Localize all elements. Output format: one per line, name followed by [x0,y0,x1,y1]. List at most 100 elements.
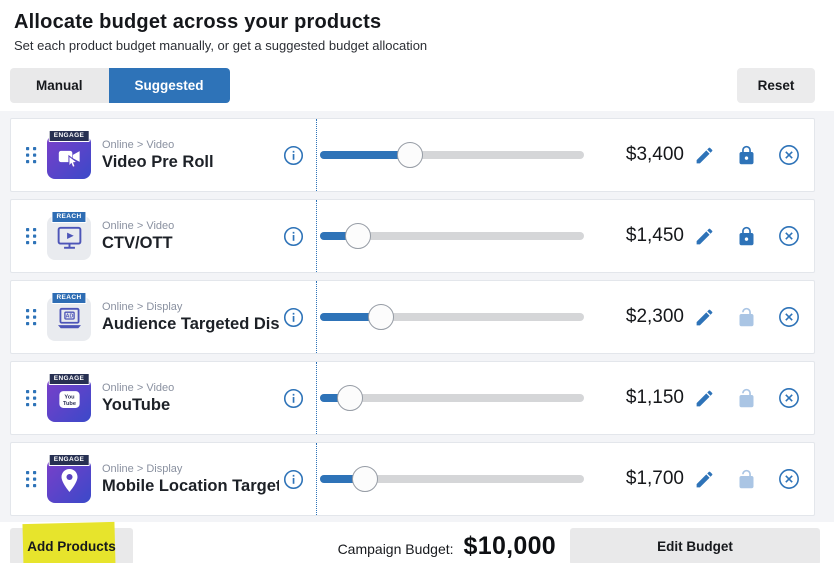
info-icon[interactable] [283,469,304,490]
footer-bar: Add Products Campaign Budget: $10,000 Ed… [0,521,834,563]
product-info-section: REACH AD Online > Display Audience Targe… [19,291,316,341]
product-text: Online > Video Video Pre Roll [102,139,279,172]
budget-value: $2,300 [625,306,684,327]
dotted-divider [316,119,317,191]
product-name: CTV/OTT [102,233,173,252]
budget-section: $3,400 [317,141,800,169]
budget-slider[interactable] [320,141,584,169]
slider-fill [320,475,365,483]
info-icon[interactable] [283,145,304,166]
product-category: Online > Display [102,462,183,475]
lock-icon[interactable] [736,388,757,409]
drag-handle-icon[interactable] [26,227,37,245]
product-row: ENGAGE Online > Video Video Pre Roll [10,118,815,192]
edit-icon[interactable] [694,307,715,328]
product-icon: ENGAGE You Tube [47,372,91,422]
edit-budget-button[interactable]: Edit Budget [570,527,820,563]
page-header: Allocate budget across your products Set… [0,0,834,103]
product-badge: ENGAGE [48,372,90,385]
product-info-section: ENGAGE Online > Video Video Pre Roll [19,129,316,179]
lock-icon[interactable] [736,226,757,247]
slider-thumb[interactable] [367,304,394,330]
info-icon[interactable] [283,226,304,247]
drag-handle-icon[interactable] [26,146,37,164]
slider-track[interactable] [320,466,584,492]
slider-track[interactable] [320,142,584,168]
product-name: Mobile Location Target... [102,476,279,495]
drag-handle-icon[interactable] [26,470,37,488]
svg-text:Tube: Tube [63,401,76,407]
edit-icon[interactable] [694,145,715,166]
product-info-section: ENGAGE You Tube Online > Video YouTube [19,372,316,422]
product-badge: ENGAGE [48,129,90,142]
slider-fill [320,313,381,321]
product-glyph-icon [56,143,83,170]
slider-thumb[interactable] [345,223,372,249]
drag-handle-icon[interactable] [26,389,37,407]
dotted-divider [316,362,317,434]
lock-icon[interactable] [736,307,757,328]
product-row: ENGAGE Online > Display Mobile Location … [10,442,815,516]
slider-thumb[interactable] [396,142,423,168]
slider-track[interactable] [320,223,584,249]
product-glyph-icon: AD [55,304,84,333]
product-name: Video Pre Roll [102,152,214,171]
edit-icon[interactable] [694,226,715,247]
tab-bar: Manual Suggested Reset [10,68,815,103]
edit-icon[interactable] [694,388,715,409]
budget-slider[interactable] [320,465,584,493]
budget-slider[interactable] [320,303,584,331]
campaign-budget-value: $10,000 [463,531,556,560]
product-text: Online > Display Audience Targeted Dis..… [102,301,279,334]
budget-section: $1,150 [317,384,800,412]
slider-thumb[interactable] [337,385,364,411]
tab-suggested[interactable]: Suggested [108,68,230,103]
product-category: Online > Video [102,219,175,232]
slider-track[interactable] [320,304,584,330]
remove-icon[interactable] [778,144,800,166]
product-category: Online > Video [102,381,175,394]
info-icon[interactable] [283,388,304,409]
budget-section: $2,300 [317,303,800,331]
remove-icon[interactable] [778,306,800,328]
budget-section: $1,450 [317,222,800,250]
campaign-budget: Campaign Budget: $10,000 [338,532,570,561]
slider-thumb[interactable] [351,466,378,492]
add-products-button[interactable]: Add Products [10,521,133,563]
product-row: REACH AD Online > Display Audience Targe… [10,280,815,354]
svg-text:You: You [64,394,75,400]
budget-value: $1,450 [625,225,684,246]
product-glyph-icon [55,223,84,252]
remove-icon[interactable] [778,225,800,247]
lock-icon[interactable] [736,469,757,490]
lock-icon[interactable] [736,145,757,166]
budget-slider[interactable] [320,222,584,250]
slider-track[interactable] [320,385,584,411]
product-badge: REACH [51,210,87,223]
product-icon: REACH AD [47,291,91,341]
budget-value: $1,700 [625,468,684,489]
slider-fill [320,232,359,240]
page-subtitle: Set each product budget manually, or get… [14,38,428,53]
drag-handle-icon[interactable] [26,308,37,326]
dotted-divider [316,200,317,272]
product-text: Online > Video YouTube [102,382,279,415]
edit-icon[interactable] [694,469,715,490]
product-icon: REACH [47,210,91,260]
product-glyph-icon [56,467,83,494]
budget-slider[interactable] [320,384,584,412]
remove-icon[interactable] [778,387,800,409]
reset-button[interactable]: Reset [737,68,815,103]
remove-icon[interactable] [778,468,800,490]
product-badge: REACH [51,291,87,304]
product-category: Online > Display [102,300,183,313]
add-products-label: Add Products [27,538,116,554]
product-icon: ENGAGE [47,129,91,179]
info-icon[interactable] [283,307,304,328]
slider-fill [320,394,351,402]
product-category: Online > Video [102,138,175,151]
product-list: ENGAGE Online > Video Video Pre Roll [0,111,834,522]
budget-value: $1,150 [625,387,684,408]
product-info-section: REACH Online > Video CTV/OTT [19,210,316,260]
tab-manual[interactable]: Manual [10,68,109,103]
